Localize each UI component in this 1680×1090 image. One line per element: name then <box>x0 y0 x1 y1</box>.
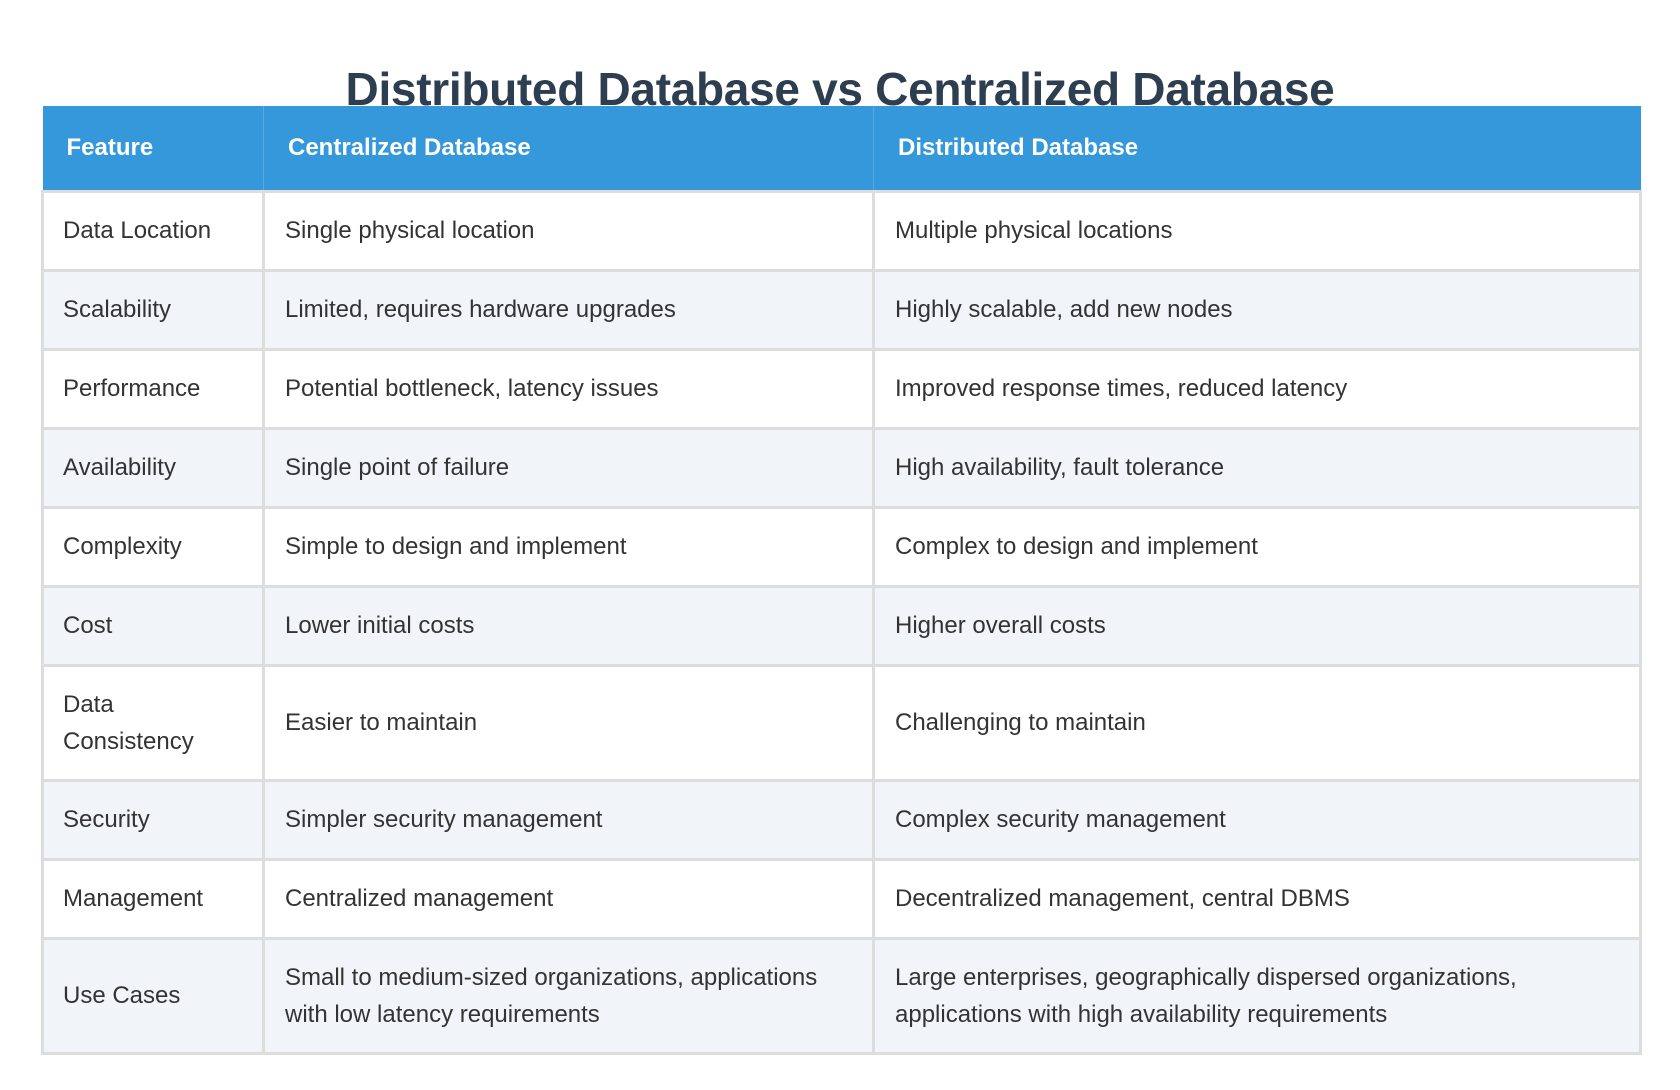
table-header-row: Feature Centralized Database Distributed… <box>42 106 1641 191</box>
feature-cell: Cost <box>41 584 265 667</box>
table-row: Performance Potential bottleneck, latenc… <box>41 347 1642 430</box>
header-centralized: Centralized Database <box>263 106 874 191</box>
table-row: Complexity Simple to design and implemen… <box>41 505 1642 588</box>
table-row: Security Simpler security management Com… <box>41 778 1642 861</box>
centralized-cell: Small to medium-sized organizations, app… <box>262 936 875 1055</box>
header-distributed: Distributed Database <box>873 106 1641 191</box>
header-feature: Feature <box>42 106 264 191</box>
comparison-table: Feature Centralized Database Distributed… <box>41 106 1642 1055</box>
feature-cell: Use Cases <box>41 936 265 1055</box>
table-row: Availability Single point of failure Hig… <box>41 426 1642 509</box>
feature-cell: Management <box>41 857 265 940</box>
centralized-cell: Simpler security management <box>262 778 875 861</box>
feature-cell: Security <box>41 778 265 861</box>
table-row: Use Cases Small to medium-sized organiza… <box>41 936 1642 1055</box>
centralized-cell: Potential bottleneck, latency issues <box>262 347 875 430</box>
centralized-cell: Easier to maintain <box>262 663 875 782</box>
distributed-cell: Challenging to maintain <box>872 663 1642 782</box>
table-row: Cost Lower initial costs Higher overall … <box>41 584 1642 667</box>
feature-cell: Performance <box>41 347 265 430</box>
centralized-cell: Lower initial costs <box>262 584 875 667</box>
table-row: Management Centralized management Decent… <box>41 857 1642 940</box>
centralized-cell: Simple to design and implement <box>262 505 875 588</box>
distributed-cell: Complex to design and implement <box>872 505 1642 588</box>
distributed-cell: Complex security management <box>872 778 1642 861</box>
feature-cell: Data Location <box>41 189 265 272</box>
distributed-cell: Improved response times, reduced latency <box>872 347 1642 430</box>
distributed-cell: Multiple physical locations <box>872 189 1642 272</box>
feature-cell: Availability <box>41 426 265 509</box>
centralized-cell: Single point of failure <box>262 426 875 509</box>
feature-cell: Scalability <box>41 268 265 351</box>
distributed-cell: Higher overall costs <box>872 584 1642 667</box>
centralized-cell: Limited, requires hardware upgrades <box>262 268 875 351</box>
distributed-cell: Decentralized management, central DBMS <box>872 857 1642 940</box>
distributed-cell: High availability, fault tolerance <box>872 426 1642 509</box>
table-row: Scalability Limited, requires hardware u… <box>41 268 1642 351</box>
table-row: Data Location Single physical location M… <box>41 189 1642 272</box>
distributed-cell: Large enterprises, geographically disper… <box>872 936 1642 1055</box>
centralized-cell: Centralized management <box>262 857 875 940</box>
table-row: Data Consistency Easier to maintain Chal… <box>41 663 1642 782</box>
distributed-cell: Highly scalable, add new nodes <box>872 268 1642 351</box>
centralized-cell: Single physical location <box>262 189 875 272</box>
feature-cell: Data Consistency <box>41 663 265 782</box>
feature-cell: Complexity <box>41 505 265 588</box>
